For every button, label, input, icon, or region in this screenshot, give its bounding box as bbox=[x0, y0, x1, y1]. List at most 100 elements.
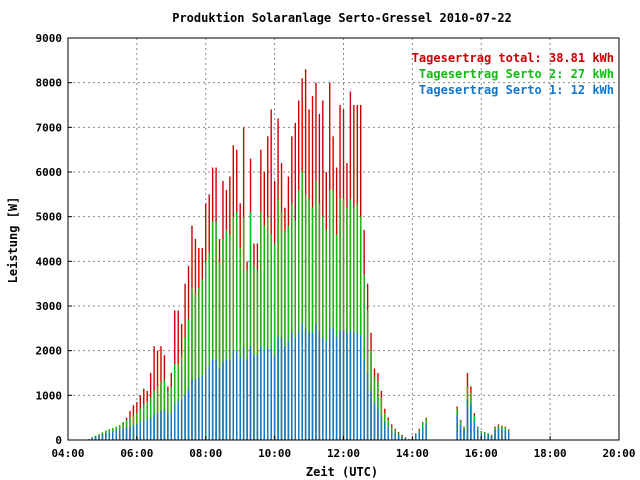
bar-serto1 bbox=[332, 328, 334, 440]
bar-serto2 bbox=[205, 261, 207, 440]
bar-serto2 bbox=[298, 189, 300, 440]
bar-serto1 bbox=[335, 337, 338, 440]
bar-serto2 bbox=[284, 230, 286, 440]
y-tick-label: 0 bbox=[55, 434, 62, 447]
y-tick-label: 7000 bbox=[36, 121, 63, 134]
bar-serto1 bbox=[291, 332, 293, 440]
bar-serto1 bbox=[170, 412, 173, 440]
bar-serto2 bbox=[291, 203, 293, 440]
bar-serto1 bbox=[270, 348, 272, 440]
bar-serto1 bbox=[380, 415, 383, 440]
bar-serto2 bbox=[287, 225, 290, 440]
bar-serto2 bbox=[229, 234, 231, 440]
x-tick-label: 06:00 bbox=[120, 447, 153, 460]
bar-serto1 bbox=[294, 337, 296, 440]
x-tick-label: 12:00 bbox=[327, 447, 360, 460]
bar-serto2 bbox=[349, 198, 352, 440]
bar-serto1 bbox=[239, 357, 241, 440]
bar-serto1 bbox=[263, 350, 265, 440]
y-tick-label: 2000 bbox=[36, 345, 63, 358]
bar-serto2 bbox=[325, 230, 327, 440]
bar-serto2 bbox=[246, 270, 248, 440]
bar-serto1 bbox=[394, 433, 396, 440]
bar-serto1 bbox=[94, 436, 97, 440]
x-tick-label: 16:00 bbox=[465, 447, 498, 460]
bar-serto1 bbox=[298, 332, 300, 440]
bar-serto1 bbox=[125, 427, 128, 440]
bar-serto2 bbox=[232, 216, 234, 440]
bar-serto1 bbox=[201, 375, 204, 440]
bar-serto2 bbox=[353, 207, 355, 440]
bar-serto1 bbox=[384, 422, 386, 440]
bar-serto2 bbox=[184, 337, 186, 440]
legend-entry-serto1: Tagesertrag Serto 1: 12 kWh bbox=[419, 83, 614, 97]
bar-serto1 bbox=[504, 430, 507, 440]
bar-serto1 bbox=[363, 359, 365, 440]
bar-serto2 bbox=[322, 216, 324, 440]
bar-serto1 bbox=[397, 435, 400, 440]
y-tick-label: 6000 bbox=[36, 166, 63, 179]
y-tick-label: 4000 bbox=[36, 255, 63, 268]
x-tick-label: 14:00 bbox=[396, 447, 429, 460]
x-axis-label: Zeit (UTC) bbox=[306, 465, 378, 479]
bar-serto1 bbox=[353, 332, 355, 440]
bar-serto1 bbox=[129, 426, 131, 440]
y-axis-label: Leistung [W] bbox=[6, 197, 20, 284]
bar-serto2 bbox=[208, 252, 210, 440]
bar-serto2 bbox=[263, 225, 265, 440]
bar-serto2 bbox=[191, 288, 193, 440]
bar-serto1 bbox=[253, 355, 255, 440]
bar-serto1 bbox=[301, 323, 303, 440]
bar-serto2 bbox=[273, 243, 276, 440]
bar-serto1 bbox=[177, 402, 179, 440]
bar-serto1 bbox=[187, 388, 190, 440]
bar-serto1 bbox=[132, 425, 135, 440]
bar-serto1 bbox=[418, 431, 420, 440]
bar-serto1 bbox=[422, 427, 424, 440]
bar-serto1 bbox=[236, 350, 238, 440]
chart-title: Produktion Solaranlage Serto-Gressel 201… bbox=[172, 11, 512, 25]
bar-serto1 bbox=[153, 414, 155, 440]
bar-serto2 bbox=[218, 261, 221, 440]
bar-serto1 bbox=[242, 346, 245, 440]
bar-serto1 bbox=[360, 335, 362, 440]
bar-serto1 bbox=[456, 415, 458, 440]
bar-serto1 bbox=[174, 404, 176, 440]
bar-serto1 bbox=[277, 337, 279, 440]
bar-serto2 bbox=[187, 319, 190, 440]
bar-serto2 bbox=[198, 288, 200, 440]
bar-serto2 bbox=[356, 203, 358, 440]
bar-serto1 bbox=[483, 434, 486, 440]
bar-serto1 bbox=[339, 330, 341, 440]
bar-serto2 bbox=[294, 221, 296, 440]
x-tick-label: 10:00 bbox=[258, 447, 291, 460]
bar-serto2 bbox=[225, 230, 228, 440]
bar-serto1 bbox=[304, 328, 307, 440]
bar-serto1 bbox=[501, 429, 503, 440]
bar-serto1 bbox=[167, 413, 169, 440]
y-tick-label: 9000 bbox=[36, 32, 63, 45]
bar-serto2 bbox=[242, 216, 245, 440]
bar-serto1 bbox=[477, 430, 479, 440]
bar-serto2 bbox=[311, 207, 314, 440]
bar-serto2 bbox=[280, 212, 283, 440]
bar-serto1 bbox=[470, 404, 472, 440]
bar-serto1 bbox=[222, 361, 224, 440]
bar-serto1 bbox=[256, 355, 259, 440]
bar-serto2 bbox=[239, 247, 241, 440]
bar-serto2 bbox=[308, 198, 310, 440]
bar-serto2 bbox=[267, 216, 269, 440]
bar-serto1 bbox=[98, 435, 100, 440]
bar-serto1 bbox=[260, 346, 262, 440]
bar-serto2 bbox=[236, 212, 238, 440]
bar-serto1 bbox=[318, 330, 321, 440]
bar-serto2 bbox=[363, 274, 365, 440]
bar-serto1 bbox=[349, 330, 352, 440]
bar-serto1 bbox=[205, 368, 207, 440]
bar-serto1 bbox=[508, 431, 510, 440]
bar-serto1 bbox=[404, 438, 407, 440]
bar-serto1 bbox=[325, 341, 327, 440]
bar-serto1 bbox=[315, 323, 317, 440]
y-tick-label: 8000 bbox=[36, 77, 63, 90]
